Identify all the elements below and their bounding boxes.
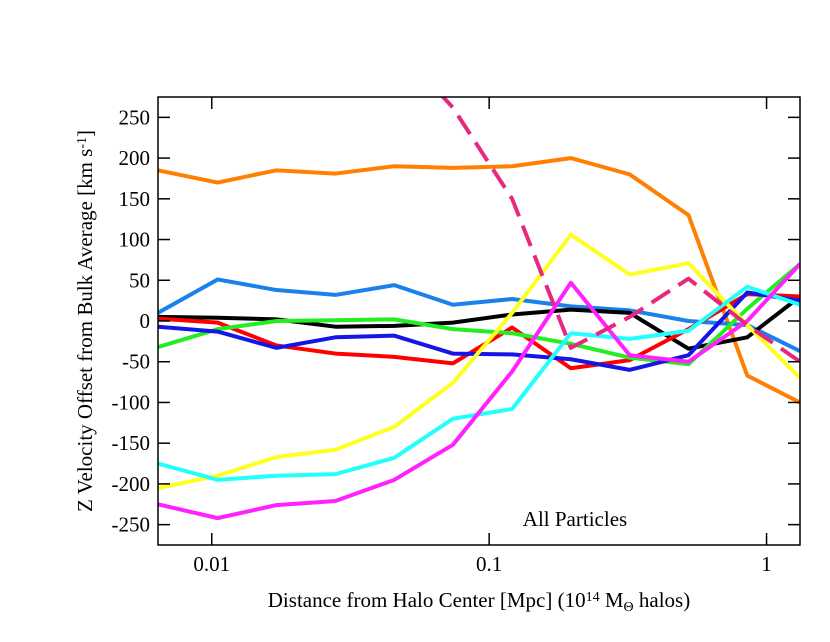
series-line: [158, 290, 800, 372]
y-tick-label: -150: [112, 431, 151, 455]
label-part: Distance from Halo Center [Mpc] (10: [268, 588, 586, 612]
y-tick-label: -100: [112, 390, 151, 414]
label-part: Z Velocity Offset from Bulk Average [km …: [73, 149, 97, 512]
y-tick-label: 100: [119, 228, 151, 252]
series-line: [158, 284, 800, 482]
label-part: 14: [586, 590, 600, 605]
y-tick-label: 200: [119, 146, 151, 170]
series-line: [158, 232, 800, 490]
y-tick-label: -250: [112, 513, 151, 537]
plot-lines: [158, 97, 800, 521]
x-tick-label: 0.1: [476, 552, 502, 576]
series-line: [158, 156, 800, 405]
label-part: M: [600, 588, 624, 612]
annotation: All Particles: [523, 507, 627, 531]
label-part: Θ: [624, 600, 634, 615]
label-part: ]: [73, 130, 97, 137]
y-tick-label: 50: [129, 268, 150, 292]
y-tick-label: 150: [119, 187, 151, 211]
label-part: halos): [634, 588, 691, 612]
y-tick-label: 250: [119, 105, 151, 129]
y-tick-label: -50: [122, 350, 150, 374]
y-tick-label: -200: [112, 472, 151, 496]
series-line: [440, 97, 800, 364]
x-tick-label: 1: [761, 552, 772, 576]
x-tick-label: 0.01: [193, 552, 230, 576]
y-tick-label: 0: [140, 309, 151, 333]
x-axis-label: Distance from Halo Center [Mpc] (1014 MΘ…: [268, 588, 690, 615]
y-axis-label: Z Velocity Offset from Bulk Average [km …: [73, 130, 97, 512]
label-part: -1: [75, 137, 90, 149]
series-line: [158, 262, 800, 521]
